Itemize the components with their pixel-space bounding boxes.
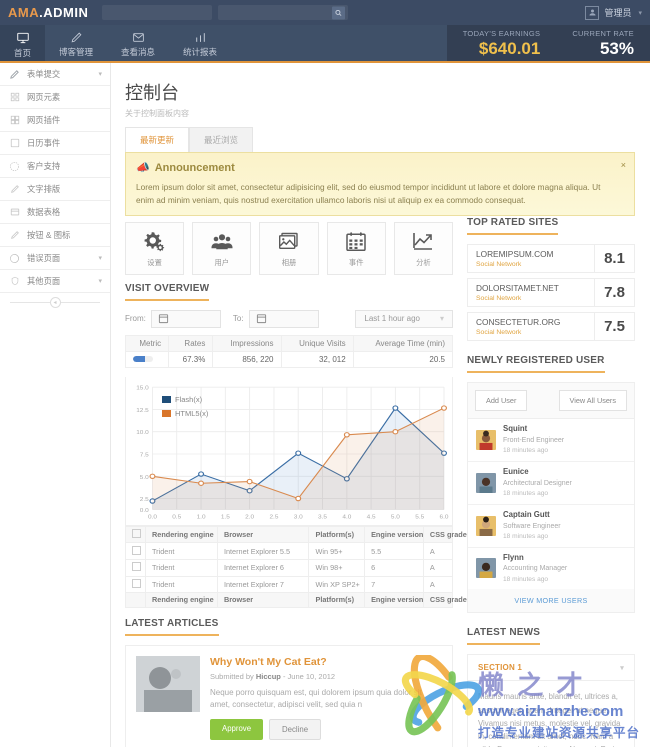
svg-text:1.5: 1.5: [221, 513, 231, 520]
svg-text:5.0: 5.0: [140, 474, 150, 481]
svg-text:3.0: 3.0: [294, 513, 304, 520]
svg-text:4.0: 4.0: [342, 513, 352, 520]
svg-text:12.5: 12.5: [136, 407, 149, 414]
svg-text:1.0: 1.0: [197, 513, 207, 520]
svg-text:10.0: 10.0: [136, 429, 149, 436]
svg-text:2.5: 2.5: [140, 496, 150, 503]
svg-text:4.5: 4.5: [367, 513, 377, 520]
svg-text:15.0: 15.0: [136, 385, 149, 392]
svg-text:5.0: 5.0: [391, 513, 401, 520]
svg-text:7.5: 7.5: [140, 452, 150, 459]
svg-text:5.5: 5.5: [415, 513, 425, 520]
svg-text:2.0: 2.0: [245, 513, 255, 520]
svg-text:6.0: 6.0: [440, 513, 450, 520]
svg-text:0.5: 0.5: [172, 513, 182, 520]
svg-text:3.5: 3.5: [318, 513, 328, 520]
svg-text:2.5: 2.5: [269, 513, 279, 520]
svg-text:0.0: 0.0: [148, 513, 158, 520]
